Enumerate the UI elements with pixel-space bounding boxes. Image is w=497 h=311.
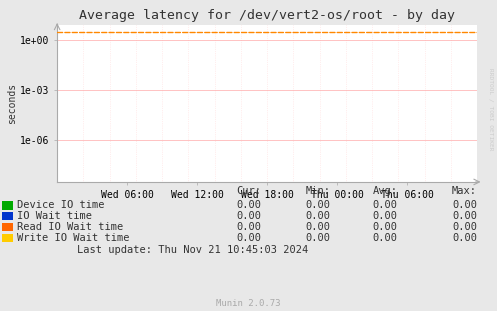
Text: 0.00: 0.00 (373, 211, 398, 221)
Text: 0.00: 0.00 (373, 233, 398, 243)
Text: 0.00: 0.00 (452, 211, 477, 221)
Text: 0.00: 0.00 (373, 222, 398, 232)
Text: Write IO Wait time: Write IO Wait time (17, 233, 130, 243)
Text: 0.00: 0.00 (373, 200, 398, 210)
Text: RRDTOOL / TOBI OETIKER: RRDTOOL / TOBI OETIKER (489, 67, 494, 150)
Text: 0.00: 0.00 (306, 211, 331, 221)
Text: 0.00: 0.00 (306, 222, 331, 232)
Text: 0.00: 0.00 (236, 200, 261, 210)
Text: 0.00: 0.00 (306, 200, 331, 210)
Text: Avg:: Avg: (373, 186, 398, 196)
Text: Munin 2.0.73: Munin 2.0.73 (216, 299, 281, 308)
Text: Cur:: Cur: (236, 186, 261, 196)
Text: 0.00: 0.00 (236, 233, 261, 243)
Y-axis label: seconds: seconds (7, 83, 17, 124)
Text: Read IO Wait time: Read IO Wait time (17, 222, 124, 232)
Text: 0.00: 0.00 (452, 200, 477, 210)
Text: 0.00: 0.00 (236, 211, 261, 221)
Text: Last update: Thu Nov 21 10:45:03 2024: Last update: Thu Nov 21 10:45:03 2024 (77, 245, 308, 255)
Text: Max:: Max: (452, 186, 477, 196)
Text: 0.00: 0.00 (452, 222, 477, 232)
Text: 0.00: 0.00 (236, 222, 261, 232)
Title: Average latency for /dev/vert2-os/root - by day: Average latency for /dev/vert2-os/root -… (79, 9, 455, 22)
Text: IO Wait time: IO Wait time (17, 211, 92, 221)
Text: 0.00: 0.00 (306, 233, 331, 243)
Text: 0.00: 0.00 (452, 233, 477, 243)
Text: Device IO time: Device IO time (17, 200, 105, 210)
Text: Min:: Min: (306, 186, 331, 196)
